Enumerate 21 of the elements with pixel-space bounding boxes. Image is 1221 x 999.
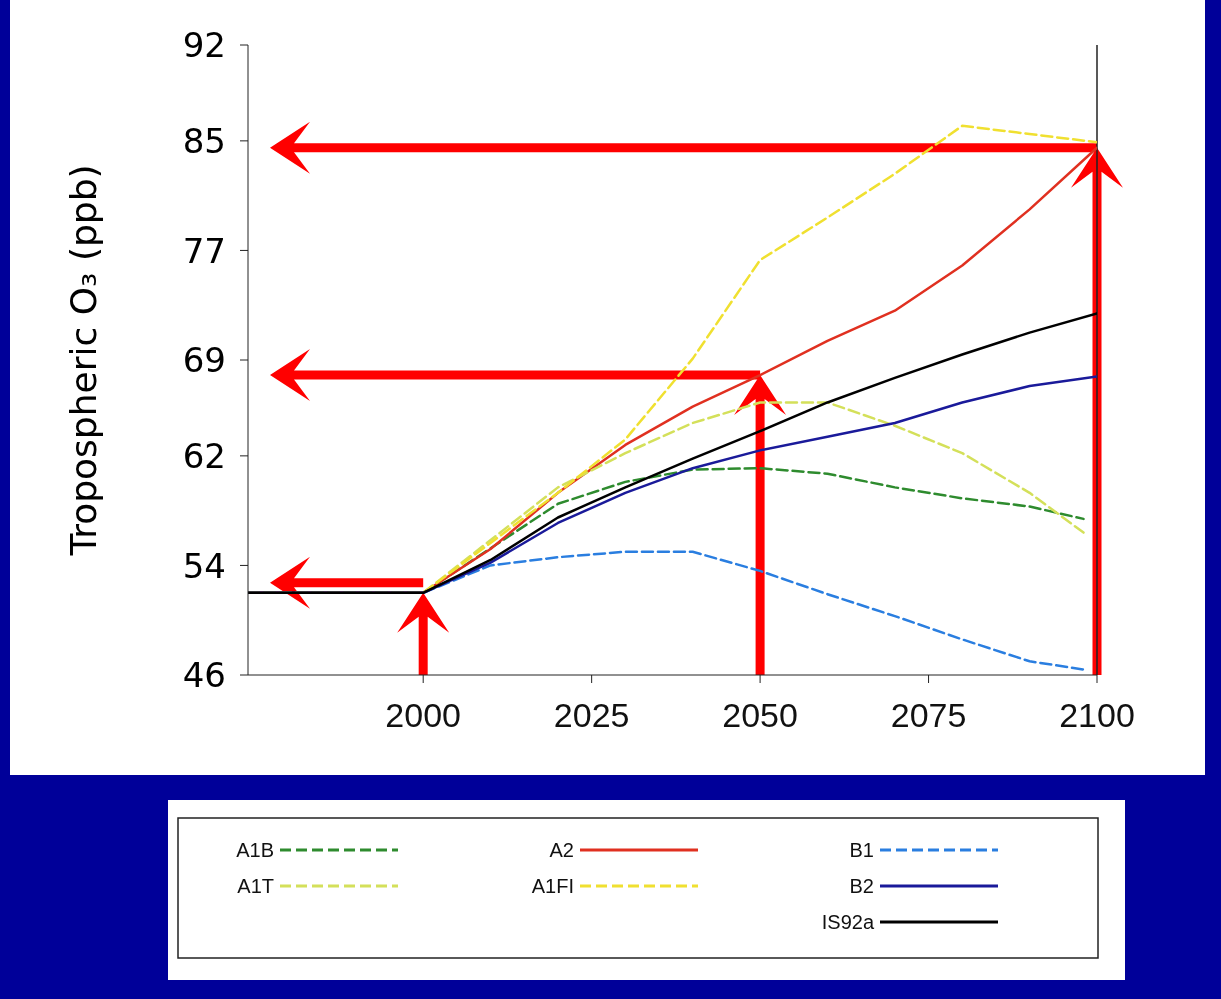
legend-label: A1FI (531, 875, 574, 897)
y-tick-label: 46 (182, 655, 226, 696)
x-tick-label: 2050 (722, 696, 798, 735)
y-axis-title: Tropospheric O₃ (ppb) (62, 164, 104, 557)
x-tick-label: 2075 (890, 696, 967, 735)
legend-label: B1 (849, 839, 874, 861)
line-series (248, 312, 1097, 595)
y-tick-label: 85 (182, 120, 226, 161)
legend-label: A2 (549, 839, 574, 861)
legend-label: IS92a (821, 911, 875, 933)
x-tick-label: 2100 (1059, 696, 1135, 735)
y-tick-label: 92 (182, 25, 226, 66)
y-tick-label: 77 (182, 230, 226, 271)
legend-label: A1T (237, 875, 274, 897)
x-tick-label: 2025 (553, 696, 630, 735)
legend-label: A1B (236, 839, 274, 861)
x-tick-label: 2000 (385, 696, 462, 735)
y-tick-label: 62 (182, 435, 226, 476)
y-tick-label: 69 (182, 340, 226, 381)
y-tick-label: 54 (182, 545, 226, 586)
legend-label: B2 (849, 875, 874, 897)
